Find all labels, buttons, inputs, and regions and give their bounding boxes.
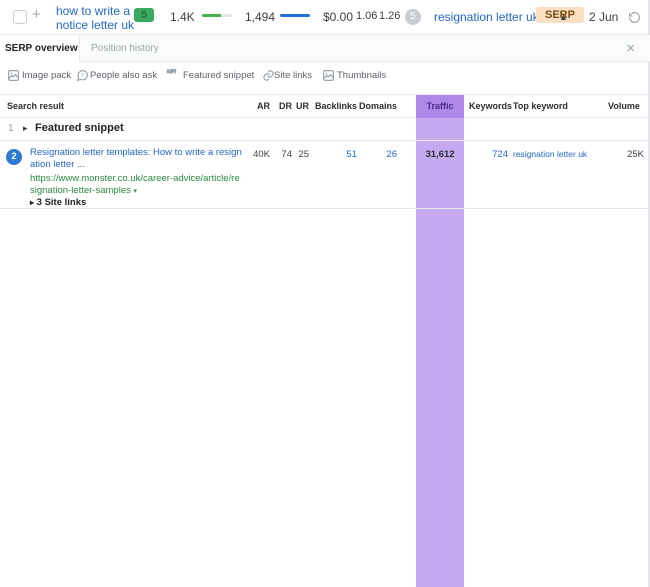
svg-text:?: ? [81, 73, 84, 78]
